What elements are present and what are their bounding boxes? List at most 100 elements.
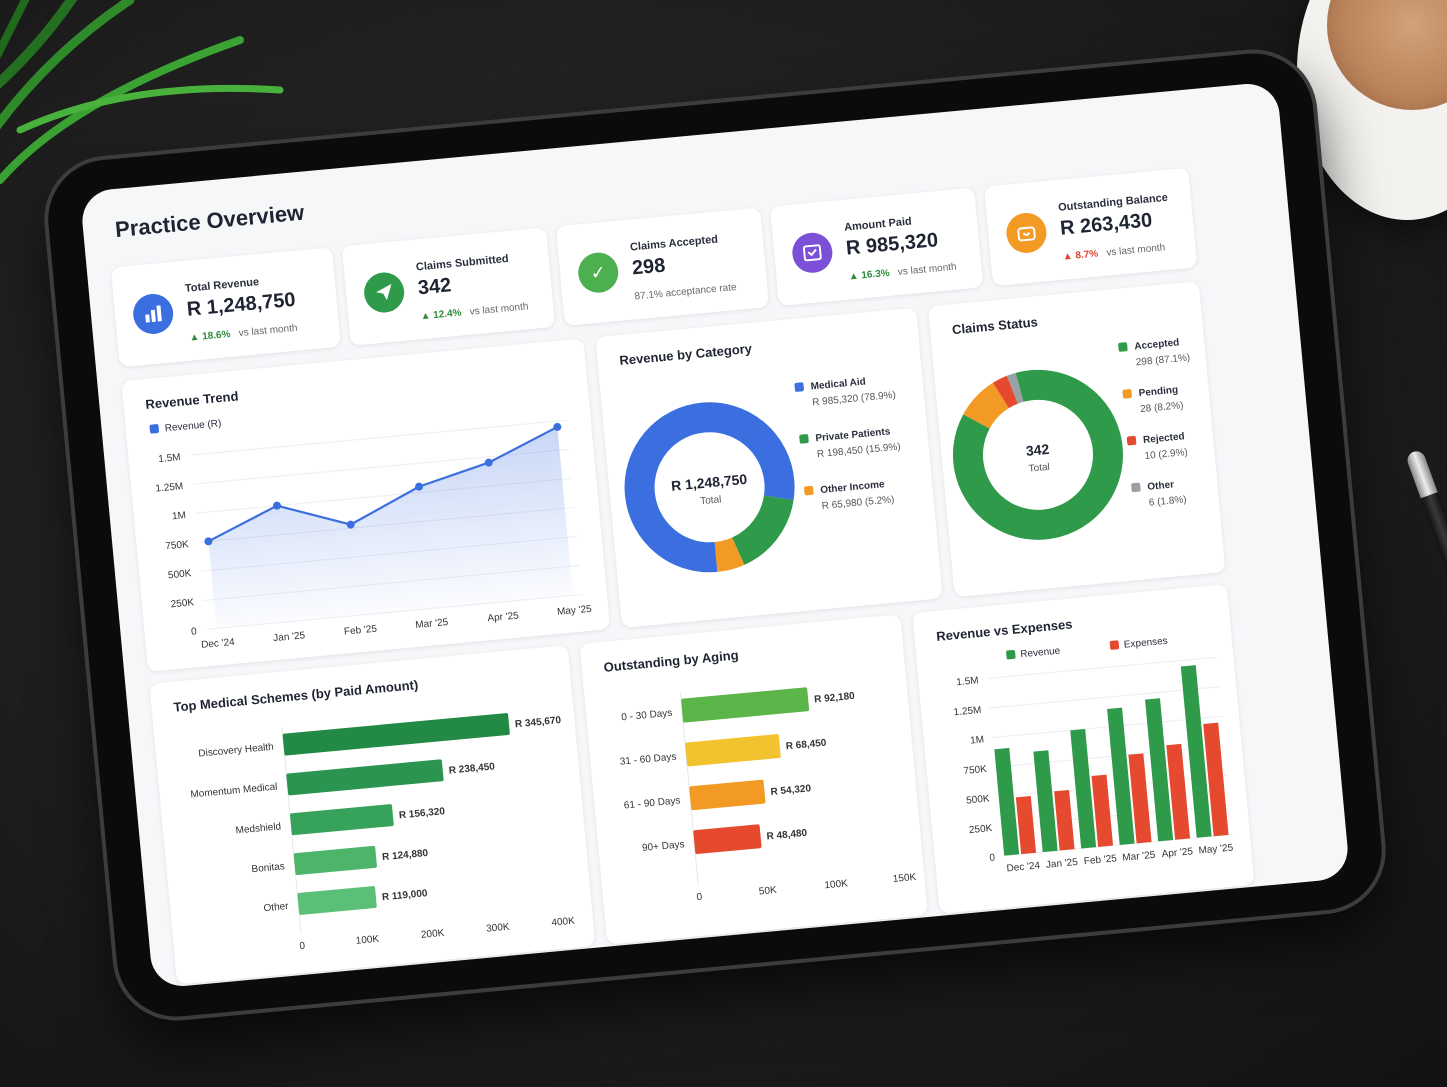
grid-line: [997, 774, 1229, 798]
revenue-trend-chart: 0 250K 500K 750K 1M 1.25M 1.5M Dec '24 Jan '25 Fe…: [155, 419, 593, 651]
x-tick-label: Dec '24: [201, 637, 236, 651]
y-tick-label: 31 - 60 Days: [619, 752, 676, 768]
legend-swatch: [1131, 482, 1141, 493]
data-label: R 68,450: [785, 738, 827, 753]
kpi-card-outstanding-balance[interactable]: Outstanding Balance R 263,430 ▲ 8.7% vs …: [983, 167, 1198, 287]
x-tick-label: Apr '25: [1161, 846, 1194, 860]
legend-swatch: [149, 423, 160, 434]
legend-label: Other Income: [820, 479, 886, 496]
page-title: Practice Overview: [114, 199, 306, 243]
paper-plane-icon: [362, 270, 406, 315]
grid-line: [991, 715, 1223, 739]
kpi-value: 298: [631, 254, 667, 280]
legend-label: Expenses: [1123, 636, 1168, 651]
kpi-card-claims-accepted[interactable]: ✓ Claims Accepted 298 87.1% acceptance r…: [555, 207, 770, 326]
data-label: R 54,320: [770, 783, 812, 798]
bar: [1128, 753, 1152, 844]
wallet-icon: [790, 231, 835, 275]
kpi-card-total-revenue[interactable]: Total Revenue R 1,248,750 ▲ 18.6% vs las…: [110, 247, 342, 368]
bar: [1070, 728, 1097, 849]
pen-decoration: [1405, 448, 1447, 700]
donut-center-value: R 1,248,750: [670, 471, 748, 494]
bar: [681, 687, 810, 723]
y-tick-label: 750K: [165, 539, 190, 552]
data-label: R 238,450: [448, 761, 495, 776]
x-tick-label: 100K: [355, 934, 380, 947]
kpi-label: Outstanding Balance: [1057, 191, 1169, 214]
series-line-revenue: [207, 425, 558, 543]
bar: [290, 804, 394, 836]
kpi-card-claims-submitted[interactable]: Claims Submitted 342 ▲ 12.4% vs last mon…: [341, 227, 556, 346]
legend-swatch: [804, 485, 814, 496]
y-tick-label: 90+ Days: [642, 839, 685, 854]
dashboard-screen: Practice Overview Total Revenue R 1,248,…: [79, 81, 1351, 989]
legend-value: 28 (8.2%): [1140, 400, 1184, 415]
legend-swatch: [1122, 389, 1132, 399]
kpi-note: 87.1% acceptance rate: [634, 281, 738, 303]
outstanding-aging-card: Outstanding by Aging 0 50K 100K 150K 0 - 30 …: [579, 614, 929, 945]
kpi-card-amount-paid[interactable]: Amount Paid R 985,320 ▲ 16.3% vs last mo…: [769, 187, 984, 307]
data-point: [204, 537, 213, 546]
y-tick-label: Momentum Medical: [190, 782, 278, 801]
donut-center-value: 342: [1025, 441, 1050, 459]
y-tick-label: Discovery Health: [198, 742, 274, 760]
x-tick-label: 0: [299, 941, 306, 953]
kpi-value: 342: [416, 274, 453, 300]
up-arrow-icon: ▲: [848, 270, 862, 283]
revenue-by-category-card: Revenue by Category R 1,248,750 Total Medi…: [595, 307, 943, 628]
legend-label: Private Patients: [815, 426, 891, 444]
bar: [994, 747, 1020, 856]
x-tick-label: Dec '24: [1006, 860, 1041, 874]
grid-line: [190, 419, 567, 456]
kpi-value: R 263,430: [1059, 209, 1154, 240]
grid-line: [1000, 804, 1232, 827]
claims-status-card: Claims Status 342 Total Accepted 298 (87.1%…: [927, 281, 1226, 598]
data-label: R 92,180: [814, 691, 856, 706]
y-tick-label: 250K: [170, 597, 195, 610]
kpi-delta-note: vs last month: [469, 301, 529, 318]
legend-label: Accepted: [1134, 337, 1180, 352]
x-tick-label: May '25: [557, 604, 593, 618]
top-schemes-card: Top Medical Schemes (by Paid Amount) 0 10…: [149, 645, 596, 985]
x-tick-label: Feb '25: [1083, 853, 1117, 867]
y-tick-label: Bonitas: [251, 861, 285, 875]
x-tick-label: Feb '25: [344, 624, 378, 638]
y-tick-label: 1.5M: [158, 452, 181, 465]
data-point: [553, 422, 562, 431]
x-tick-label: Mar '25: [415, 617, 449, 631]
grid-line: [986, 656, 1218, 680]
legend-label: Revenue: [1020, 646, 1061, 661]
data-label: R 48,480: [766, 828, 808, 843]
grid-line: [1002, 833, 1234, 857]
tablet-device: Practice Overview Total Revenue R 1,248,…: [42, 48, 1388, 1022]
data-label: R 119,000: [382, 888, 429, 903]
bar: [1015, 795, 1037, 855]
bar: [286, 759, 444, 796]
x-tick-label: Apr '25: [487, 610, 520, 624]
y-tick-label: 750K: [963, 764, 988, 777]
kpi-delta-note: vs last month: [897, 261, 958, 278]
y-tick-label: 500K: [168, 568, 193, 581]
bar: [685, 734, 781, 767]
x-tick-label: 50K: [758, 885, 777, 898]
revenue-vs-expenses-card: Revenue vs Expenses 0 250K 500K 750K 1M 1.25M…: [912, 583, 1255, 914]
bar: [282, 713, 510, 756]
x-tick-label: Jan '25: [273, 630, 306, 644]
grid-line: [989, 686, 1221, 709]
bar: [1166, 743, 1191, 840]
legend-label: Pending: [1138, 385, 1178, 400]
y-tick-label: Medshield: [235, 821, 281, 836]
kpi-delta-value: 18.6%: [201, 328, 231, 343]
y-tick-label: 1.25M: [155, 481, 184, 495]
y-tick-label: 1M: [970, 734, 985, 746]
kpi-delta-note: vs last month: [1105, 242, 1166, 259]
legend-label: Rejected: [1143, 431, 1186, 446]
bar: [293, 845, 377, 876]
x-tick-label: May '25: [1198, 842, 1234, 856]
donut-center-label: Total: [1028, 462, 1050, 475]
bar: [1180, 665, 1212, 838]
legend-value: R 65,980 (5.2%): [821, 494, 895, 512]
kpi-delta: ▲ 12.4% vs last month: [420, 301, 529, 322]
data-label: R 156,320: [398, 806, 445, 821]
